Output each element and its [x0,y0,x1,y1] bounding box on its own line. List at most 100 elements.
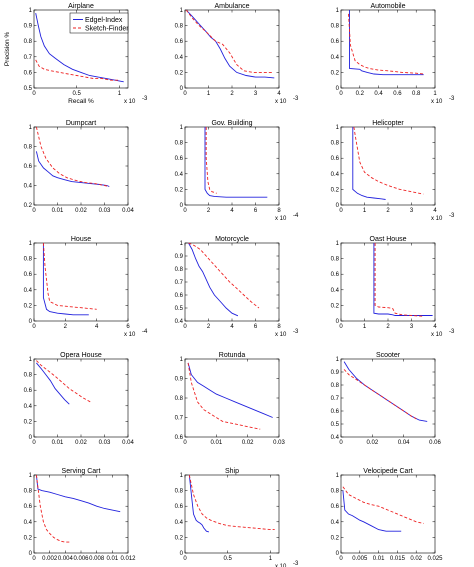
chart-title: House [71,236,91,243]
x-exponent-power: -3 [142,96,148,102]
x-tick-label: 8 [277,324,281,330]
y-tick-label: 0.4 [24,184,33,190]
x-exponent-label: x 10 [431,216,443,222]
x-exponent-label: x 10 [124,99,136,105]
y-tick-label: 0.5 [24,86,33,92]
series-line-sketch-finder [353,126,424,195]
series-line-sketch-finder [35,59,120,81]
chart-panel: Motorcycle 0 2 4 6 8 0.4 0.5 0.6 0.7 0.8 0.9 1 x 10 -3 [175,236,299,338]
y-tick-label: 0 [336,86,340,92]
x-tick-label: 0.025 [427,556,443,562]
y-tick-label: 0.7 [24,55,33,61]
x-tick-label: 8 [277,208,281,214]
chart-title: Ambulance [214,3,249,10]
x-tick-label: 0.015 [390,556,406,562]
x-tick-label: 0.5 [224,556,233,562]
plot-frame [340,242,436,322]
y-tick-label: 0.8 [24,145,33,151]
y-tick-label: 0 [336,319,340,325]
x-tick-label: 2 [386,208,390,214]
x-axis-label: Recall % [68,98,94,105]
chart-title: Helicopter [372,120,404,127]
legend-label-edgel-index: Edgel-Index [85,17,123,24]
series-line-sketch-finder [185,9,272,73]
y-tick-label: 1 [29,125,33,131]
x-exponent-power: -3 [449,96,455,102]
y-tick-label: 0.2 [175,535,184,541]
x-tick-label: 0.02 [75,208,87,214]
series-line-edgel-index [35,13,124,83]
chart-panel: House 0 2 4 6 0 0.2 0.4 0.6 0.8 1 x 10 -4 [24,236,148,338]
series-line-sketch-finder [42,242,97,310]
x-exponent-label: x 10 [124,332,136,338]
x-tick-label: 0.01 [106,556,118,562]
y-tick-label: 0.9 [175,377,184,383]
y-tick-label: 1 [336,473,340,479]
series-line-edgel-index [352,127,386,200]
y-tick-label: 1 [29,8,33,14]
series-line-edgel-index [343,361,428,422]
y-tick-label: 0.2 [331,535,340,541]
y-tick-label: 1 [29,357,33,363]
y-tick-label: 0.4 [331,288,340,294]
series-line-edgel-index [373,243,433,316]
x-tick-label: 0.02 [75,440,87,446]
x-tick-label: 2 [64,324,68,330]
x-tick-label: 0.03 [99,440,111,446]
y-tick-label: 0.6 [175,156,184,162]
y-tick-label: 0 [180,86,184,92]
x-tick-label: 4 [433,324,437,330]
plot-frame [184,9,280,89]
x-tick-label: 0.6 [393,91,402,97]
y-tick-label: 0.4 [331,172,340,178]
y-tick-label: 0 [29,435,33,441]
x-tick-label: 0.04 [122,208,134,214]
x-tick-label: 3 [410,324,414,330]
y-tick-label: 0 [180,551,184,557]
series-line-edgel-index [342,490,402,532]
x-exponent-power: -3 [449,213,455,219]
y-tick-label: 1 [336,125,340,131]
chart-panel: Oast House 0 1 2 3 4 0 0.2 0.4 0.6 0.8 1 x 10 -3 [331,236,455,338]
y-tick-label: 0.4 [175,55,184,61]
y-tick-label: 0 [336,203,340,209]
x-tick-label: 1 [118,91,122,97]
y-tick-label: 0.9 [24,24,33,30]
y-axis-label: Precision % [4,32,11,67]
y-tick-label: 0.2 [175,187,184,193]
chart-title: Automobile [370,3,405,10]
series-line-sketch-finder [348,13,424,75]
y-tick-label: 1 [180,357,184,363]
x-exponent-power: -3 [293,329,299,335]
y-tick-label: 0.2 [24,303,33,309]
y-tick-label: 0.5 [331,422,340,428]
plot-frame [184,358,280,438]
y-tick-label: 0.6 [175,293,184,299]
y-tick-label: 0.6 [331,156,340,162]
plot-frame [340,358,436,438]
chart-title: Serving Cart [62,468,101,475]
y-tick-label: 0.6 [331,272,340,278]
chart-panel: Serving Cart 0 0.002 0.004 0.006 0.008 0.01 0.0… [24,468,137,562]
x-tick-label: 4 [277,91,281,97]
series-line-sketch-finder [374,243,424,317]
legend-box [69,12,129,34]
y-tick-label: 0.4 [331,435,340,441]
chart-panel: Velocipede Cart 0 0.005 0.01 0.015 0.02 0.025 0… [331,468,444,562]
y-tick-label: 0.8 [24,489,33,495]
chart-panel: Automobile 0 0.2 0.4 0.6 0.8 1 0 0.2 0.4 0.6 0.8 1 x … [331,3,455,105]
y-tick-label: 0.5 [175,306,184,312]
y-tick-label: 1 [336,8,340,14]
y-tick-label: 0.4 [24,288,33,294]
x-tick-label: 1 [207,91,211,97]
x-exponent-label: x 10 [275,332,287,338]
series-line-edgel-index [349,10,424,76]
x-tick-label: 4 [230,208,234,214]
plot-frame [33,242,129,322]
series-line-edgel-index [42,243,89,316]
y-tick-label: 0.4 [331,520,340,526]
y-tick-label: 0.8 [331,489,340,495]
x-tick-label: 0 [339,91,343,97]
x-tick-label: 0.002 [42,556,58,562]
